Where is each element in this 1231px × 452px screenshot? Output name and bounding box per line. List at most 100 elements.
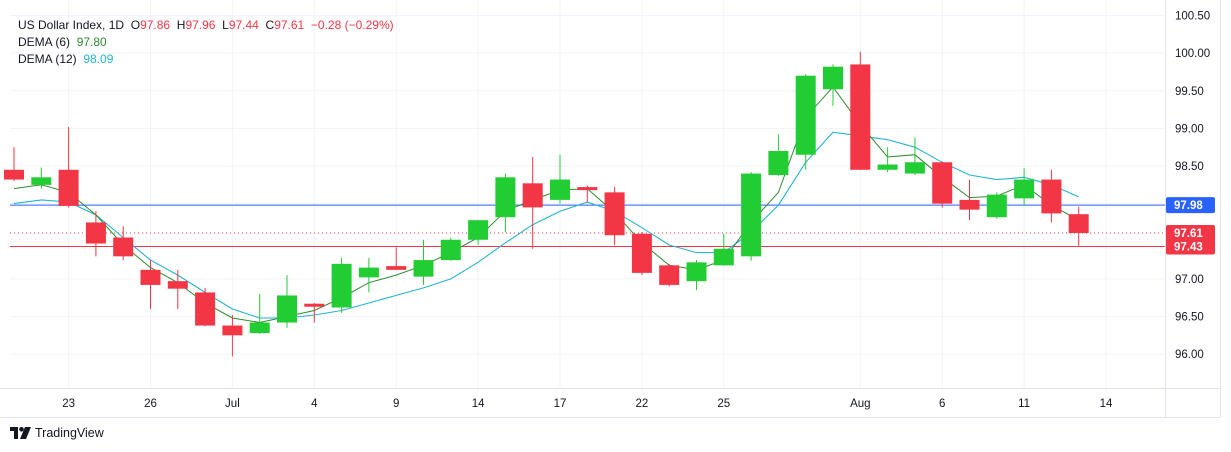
candle-up	[331, 257, 352, 313]
candle-body	[85, 222, 106, 244]
candle-up	[495, 173, 516, 233]
candle-body	[31, 177, 52, 185]
candle-body	[277, 295, 297, 323]
time-tick-label: 17	[554, 398, 567, 410]
candle-body	[304, 303, 325, 307]
candle-down	[604, 187, 625, 246]
candle-up	[986, 192, 1007, 219]
candle-body	[222, 325, 243, 336]
price-tick-label: 96.50	[1175, 312, 1204, 324]
candles-layer	[4, 51, 1089, 357]
candle-body	[1014, 179, 1035, 199]
candle-up	[877, 147, 898, 173]
candle-body	[440, 239, 461, 261]
candle-body	[249, 322, 270, 334]
price-tag-last: 97.61	[1166, 224, 1215, 241]
high-label: H	[176, 18, 186, 32]
candle-up	[1014, 168, 1035, 206]
candle-down	[140, 260, 161, 309]
time-tick-label: 4	[311, 398, 318, 410]
candle-up	[413, 239, 434, 285]
price-tag-box	[1166, 197, 1215, 214]
candle-body	[986, 194, 1007, 218]
price-tags: 97.98 97.61 97.43	[1166, 197, 1215, 255]
candle-body	[495, 177, 516, 218]
candle-down	[304, 302, 325, 323]
candle-down	[195, 287, 216, 327]
candle-up	[768, 134, 789, 176]
candle-body	[932, 162, 953, 204]
legend-dema6-row[interactable]: DEMA (6) 97.80	[18, 34, 394, 51]
price-tick-label: 97.00	[1175, 274, 1204, 286]
tradingview-branding[interactable]: TradingView	[10, 426, 104, 440]
dema-12-line	[13, 131, 1079, 319]
time-tick-label: Jul	[225, 398, 240, 410]
candle-body	[331, 263, 352, 308]
candle-body	[140, 269, 161, 285]
price-tag-text: 97.43	[1174, 242, 1203, 254]
price-tag-box	[1166, 238, 1215, 255]
legend-dema12-row[interactable]: DEMA (12) 98.09	[18, 51, 394, 68]
candle-up	[550, 154, 570, 204]
change-value: −0.28 (−0.29%)	[310, 18, 394, 32]
candle-up	[358, 257, 379, 293]
candle-body	[113, 237, 134, 257]
candle-body	[1068, 214, 1089, 233]
candle-body	[659, 265, 680, 285]
price-tag-text: 97.98	[1174, 200, 1203, 212]
candle-down	[222, 315, 243, 357]
candle-body	[686, 262, 707, 282]
price-axis[interactable]: 96.0096.5097.0097.5098.0098.5099.0099.50…	[1175, 11, 1210, 362]
candle-down	[386, 247, 407, 270]
low-label: L	[222, 18, 229, 32]
candle-body	[522, 183, 543, 208]
candle-body	[795, 75, 816, 155]
high-value: 97.96	[185, 18, 216, 32]
dema-12-line-layer	[13, 131, 1079, 319]
candle-body	[768, 150, 789, 176]
candle-body	[577, 187, 598, 191]
candle-up	[249, 293, 270, 334]
candle-down	[4, 147, 24, 182]
price-tag-text: 97.61	[1174, 228, 1203, 240]
candle-down	[932, 161, 953, 208]
dema6-value: 97.80	[76, 35, 107, 49]
candle-body	[468, 220, 489, 240]
candle-body	[358, 267, 379, 278]
dema-6-line	[13, 86, 1079, 324]
candle-up	[904, 137, 925, 176]
chart-legend: US Dollar Index, 1D O97.86 H97.96 L97.44…	[18, 17, 394, 68]
candle-body	[4, 169, 24, 180]
price-tag-box	[1166, 224, 1215, 241]
price-tick-label: 100.50	[1175, 11, 1210, 23]
branding-text: TradingView	[35, 426, 104, 440]
candle-body	[904, 162, 925, 174]
dema12-value: 98.09	[83, 52, 114, 66]
time-axis[interactable]: 23 26 Jul 4 9 14 17 22 25 Aug 6 11 14	[62, 398, 1113, 410]
candle-down	[631, 232, 652, 276]
candle-down	[577, 185, 598, 203]
candle-body	[823, 66, 843, 90]
candle-down	[850, 51, 871, 170]
price-tag-red: 97.43	[1166, 238, 1215, 255]
candle-down	[522, 156, 543, 249]
candle-up	[741, 172, 762, 261]
candle-body	[413, 260, 434, 277]
price-tag-blue: 97.98	[1166, 197, 1215, 214]
open-label: O	[130, 18, 141, 32]
candle-up	[468, 220, 489, 246]
candle-body	[604, 192, 625, 236]
dema6-label: DEMA (6)	[18, 35, 71, 49]
legend-symbol-title[interactable]: US Dollar Index, 1D	[18, 18, 125, 32]
candle-up	[823, 64, 843, 106]
candle-body	[167, 281, 188, 289]
candle-body	[877, 164, 898, 170]
price-tick-label: 99.50	[1175, 86, 1204, 98]
legend-ohlc-row: US Dollar Index, 1D O97.86 H97.96 L97.44…	[18, 17, 394, 34]
candle-body	[741, 173, 762, 257]
candle-down	[113, 226, 134, 261]
candle-down	[959, 179, 980, 221]
candle-down	[58, 126, 79, 208]
time-tick-label: 14	[472, 398, 485, 410]
